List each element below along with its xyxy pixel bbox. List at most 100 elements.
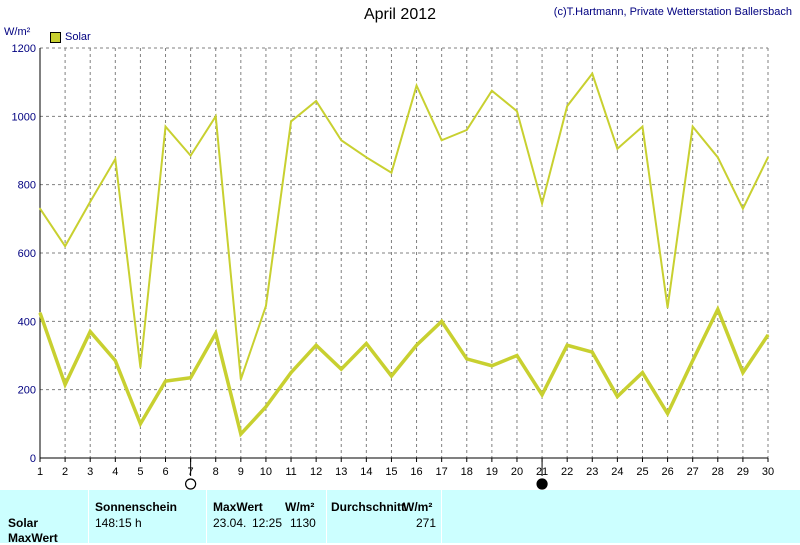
data-point bbox=[616, 395, 619, 398]
y-tick-label: 1000 bbox=[12, 111, 36, 123]
data-point bbox=[340, 368, 343, 370]
data-point bbox=[516, 110, 518, 113]
x-tick-label: 29 bbox=[737, 466, 749, 478]
y-tick-label: 200 bbox=[18, 385, 36, 397]
data-point bbox=[164, 380, 167, 382]
x-tick-label: 26 bbox=[661, 466, 673, 478]
x-tick-label: 17 bbox=[436, 466, 448, 478]
summary-footer: Solar MaxWert Sonnenschein 148:15 h MaxW… bbox=[0, 490, 800, 545]
legend: Solar bbox=[50, 31, 91, 43]
data-point bbox=[716, 156, 719, 159]
data-point bbox=[189, 154, 192, 157]
data-point bbox=[240, 433, 242, 435]
data-point bbox=[742, 207, 744, 210]
data-point bbox=[566, 105, 568, 107]
x-tick-label: 5 bbox=[137, 466, 143, 478]
data-point bbox=[767, 334, 769, 336]
y-tick-label: 0 bbox=[30, 453, 36, 465]
full-moon-icon bbox=[185, 478, 197, 490]
x-tick-label: 6 bbox=[162, 466, 168, 478]
copyright-text: (c)T.Hartmann, Private Wetterstation Bal… bbox=[553, 6, 792, 18]
x-tick-label: 18 bbox=[461, 466, 473, 478]
x-tick-label: 13 bbox=[335, 466, 347, 478]
x-tick-label: 20 bbox=[511, 466, 523, 478]
data-point bbox=[440, 320, 443, 323]
footer-divider bbox=[88, 490, 89, 543]
solar-max-line bbox=[39, 71, 769, 380]
max-time: 12:25 bbox=[252, 516, 283, 530]
legend-label: Solar bbox=[65, 31, 91, 43]
y-tick-label: 1200 bbox=[12, 43, 36, 55]
data-point bbox=[139, 423, 142, 425]
data-point bbox=[716, 308, 719, 311]
y-tick-label: 400 bbox=[18, 316, 36, 328]
x-tick-label: 12 bbox=[310, 466, 322, 478]
x-tick-label: 19 bbox=[486, 466, 498, 478]
solar-chart: 0200400600800100012001234567891011121314… bbox=[12, 43, 774, 490]
x-tick-label: 9 bbox=[238, 466, 244, 478]
avg-value: 271 bbox=[416, 516, 437, 530]
row-label-maxwert: MaxWert bbox=[8, 531, 58, 545]
data-point bbox=[240, 378, 242, 381]
data-point bbox=[666, 306, 669, 309]
data-point bbox=[440, 139, 443, 142]
new-moon-icon bbox=[536, 478, 548, 490]
data-point bbox=[390, 375, 393, 377]
x-tick-label: 14 bbox=[360, 466, 372, 478]
data-point bbox=[465, 129, 468, 131]
chart-title: April 2012 bbox=[363, 6, 437, 23]
data-point bbox=[767, 156, 769, 159]
max-unit: W/m² bbox=[285, 500, 315, 514]
data-point bbox=[290, 371, 292, 374]
data-point bbox=[265, 305, 267, 307]
max-value: 1130 bbox=[290, 516, 316, 530]
data-point bbox=[691, 359, 694, 362]
x-tick-label: 8 bbox=[213, 466, 219, 478]
data-point bbox=[315, 344, 317, 347]
solar-mean-line bbox=[38, 305, 770, 438]
data-point bbox=[89, 330, 92, 333]
data-point bbox=[64, 383, 66, 386]
data-point bbox=[541, 202, 543, 205]
x-tick-label: 15 bbox=[385, 466, 397, 478]
x-tick-label: 24 bbox=[611, 466, 623, 478]
data-point bbox=[616, 147, 619, 150]
x-tick-label: 10 bbox=[260, 466, 272, 478]
data-point bbox=[365, 156, 368, 159]
x-tick-label: 4 bbox=[112, 466, 118, 478]
footer-divider bbox=[206, 490, 207, 543]
data-point bbox=[214, 332, 217, 335]
data-point bbox=[541, 393, 543, 396]
y-axis-unit: W/m² bbox=[4, 26, 31, 38]
max-header: MaxWert bbox=[213, 500, 263, 514]
data-point bbox=[315, 100, 317, 102]
data-point bbox=[666, 412, 669, 415]
data-point bbox=[139, 366, 142, 369]
data-point bbox=[566, 344, 568, 347]
data-point bbox=[415, 344, 418, 347]
data-point bbox=[290, 120, 292, 123]
x-tick-label: 11 bbox=[285, 466, 296, 478]
data-point bbox=[64, 245, 66, 247]
avg-header: Durchschnitt bbox=[331, 500, 406, 514]
max-date: 23.04. bbox=[213, 516, 247, 530]
data-point bbox=[189, 376, 192, 379]
y-tick-label: 800 bbox=[18, 180, 36, 192]
data-point bbox=[491, 364, 493, 367]
x-tick-label: 22 bbox=[561, 466, 573, 478]
data-point bbox=[365, 342, 368, 345]
data-point bbox=[164, 125, 167, 128]
data-point bbox=[591, 351, 594, 353]
data-point bbox=[591, 72, 594, 75]
data-point bbox=[340, 139, 343, 142]
data-point bbox=[265, 405, 267, 408]
x-tick-label: 16 bbox=[410, 466, 422, 478]
data-point bbox=[89, 200, 92, 203]
footer-divider bbox=[326, 490, 327, 543]
x-tick-label: 30 bbox=[762, 466, 774, 478]
data-point bbox=[39, 311, 41, 314]
data-point bbox=[691, 125, 694, 128]
footer-divider bbox=[441, 490, 442, 543]
data-point bbox=[465, 358, 468, 360]
avg-unit: W/m² bbox=[403, 500, 433, 514]
